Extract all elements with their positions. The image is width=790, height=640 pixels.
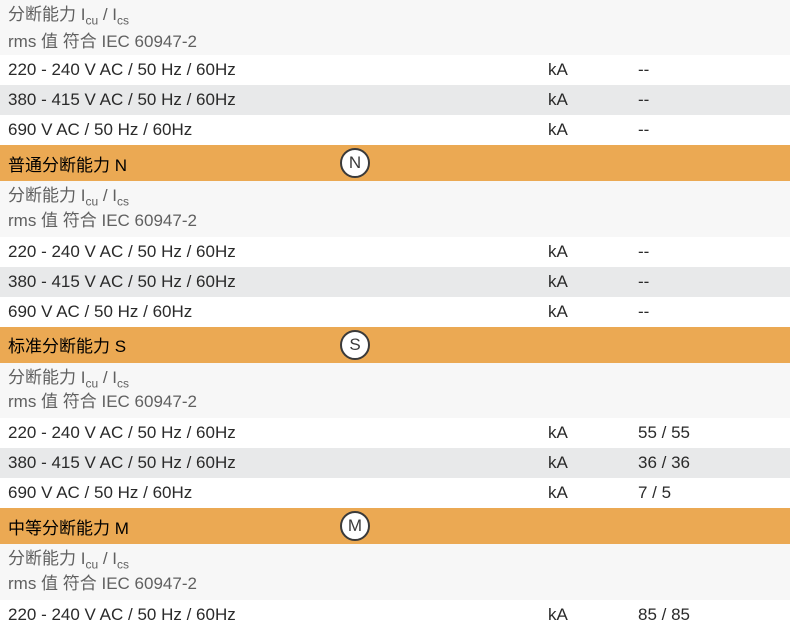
rms-compliance-text: rms 值 符合 IEC 60947-2 xyxy=(8,27,782,52)
rms-compliance-text: rms 值 符合 IEC 60947-2 xyxy=(8,391,782,414)
value-cell: -- xyxy=(638,302,782,322)
voltage-spec-label: 380 - 415 V AC / 50 Hz / 60Hz xyxy=(8,453,548,473)
unit-label: kA xyxy=(548,242,638,262)
table-row: 380 - 415 V AC / 50 Hz / 60HzkA-- xyxy=(0,267,790,297)
subscript-cu: cu xyxy=(85,13,98,27)
value-cell: 7 / 5 xyxy=(638,483,782,503)
unit-label: kA xyxy=(548,272,638,292)
table-row: 690 V AC / 50 Hz / 60HzkA-- xyxy=(0,115,790,145)
table-row: 220 - 240 V AC / 50 Hz / 60HzkA-- xyxy=(0,237,790,267)
voltage-spec-label: 220 - 240 V AC / 50 Hz / 60Hz xyxy=(8,605,548,625)
unit-label: kA xyxy=(548,453,638,473)
text-prefix: 分断能力 I xyxy=(8,5,85,24)
section-subheader: 分断能力 Icu / Icsrms 值 符合 IEC 60947-2 xyxy=(0,544,790,600)
section-title: 中等分断能力 M xyxy=(8,514,129,539)
text-mid: / I xyxy=(98,5,117,24)
unit-label: kA xyxy=(548,483,638,503)
voltage-spec-label: 690 V AC / 50 Hz / 60Hz xyxy=(8,120,548,140)
sections-container: 普通分断能力 NN分断能力 Icu / Icsrms 值 符合 IEC 6094… xyxy=(0,145,790,630)
table-row: 380 - 415 V AC / 50 Hz / 60HzkA-- xyxy=(0,85,790,115)
table-row: 220 - 240 V AC / 50 Hz / 60HzkA85 / 85 xyxy=(0,600,790,630)
value-cell: -- xyxy=(638,120,782,140)
table-row: 690 V AC / 50 Hz / 60HzkA-- xyxy=(0,297,790,327)
value-cell: 36 / 36 xyxy=(638,453,782,473)
section-subheader: 分断能力 Icu / Icsrms 值 符合 IEC 60947-2 xyxy=(0,363,790,419)
top-data-rows: 220 - 240 V AC / 50 Hz / 60HzkA--380 - 4… xyxy=(0,55,790,145)
voltage-spec-label: 690 V AC / 50 Hz / 60Hz xyxy=(8,483,548,503)
spec-table: 分断能力 Icu / Ics rms 值 符合 IEC 60947-2 220 … xyxy=(0,0,790,630)
rms-compliance-text: rms 值 符合 IEC 60947-2 xyxy=(8,573,782,596)
section-subheader: 分断能力 Icu / Icsrms 值 符合 IEC 60947-2 xyxy=(0,181,790,237)
value-cell: 55 / 55 xyxy=(638,423,782,443)
section-title: 普通分断能力 N xyxy=(8,151,127,176)
voltage-spec-label: 220 - 240 V AC / 50 Hz / 60Hz xyxy=(8,423,548,443)
breaking-capacity-label: 分断能力 Icu / Ics xyxy=(8,0,782,27)
section-header: 普通分断能力 N N xyxy=(0,145,790,181)
unit-label: kA xyxy=(548,605,638,625)
voltage-spec-label: 690 V AC / 50 Hz / 60Hz xyxy=(8,302,548,322)
section-badge-icon: M xyxy=(340,511,370,541)
value-cell: -- xyxy=(638,60,782,80)
voltage-spec-label: 380 - 415 V AC / 50 Hz / 60Hz xyxy=(8,272,548,292)
voltage-spec-label: 220 - 240 V AC / 50 Hz / 60Hz xyxy=(8,242,548,262)
value-cell: -- xyxy=(638,272,782,292)
unit-label: kA xyxy=(548,423,638,443)
rms-compliance-text: rms 值 符合 IEC 60947-2 xyxy=(8,210,782,233)
value-cell: -- xyxy=(638,242,782,262)
breaking-capacity-label: 分断能力 Icu / Ics xyxy=(8,367,782,392)
table-row: 220 - 240 V AC / 50 Hz / 60HzkA-- xyxy=(0,55,790,85)
section-header: 标准分断能力 S S xyxy=(0,327,790,363)
breaking-capacity-label: 分断能力 Icu / Ics xyxy=(8,185,782,210)
value-cell: -- xyxy=(638,90,782,110)
partial-top-subheader: 分断能力 Icu / Ics rms 值 符合 IEC 60947-2 xyxy=(0,0,790,55)
value-cell: 85 / 85 xyxy=(638,605,782,625)
unit-label: kA xyxy=(548,120,638,140)
voltage-spec-label: 220 - 240 V AC / 50 Hz / 60Hz xyxy=(8,60,548,80)
section-header: 中等分断能力 M M xyxy=(0,508,790,544)
breaking-capacity-label: 分断能力 Icu / Ics xyxy=(8,548,782,573)
voltage-spec-label: 380 - 415 V AC / 50 Hz / 60Hz xyxy=(8,90,548,110)
section-badge-icon: S xyxy=(340,330,370,360)
unit-label: kA xyxy=(548,90,638,110)
table-row: 220 - 240 V AC / 50 Hz / 60HzkA55 / 55 xyxy=(0,418,790,448)
unit-label: kA xyxy=(548,302,638,322)
subscript-cs: cs xyxy=(117,13,129,27)
table-row: 380 - 415 V AC / 50 Hz / 60HzkA36 / 36 xyxy=(0,448,790,478)
section-badge-icon: N xyxy=(340,148,370,178)
section-title: 标准分断能力 S xyxy=(8,332,126,357)
table-row: 690 V AC / 50 Hz / 60HzkA7 / 5 xyxy=(0,478,790,508)
unit-label: kA xyxy=(548,60,638,80)
